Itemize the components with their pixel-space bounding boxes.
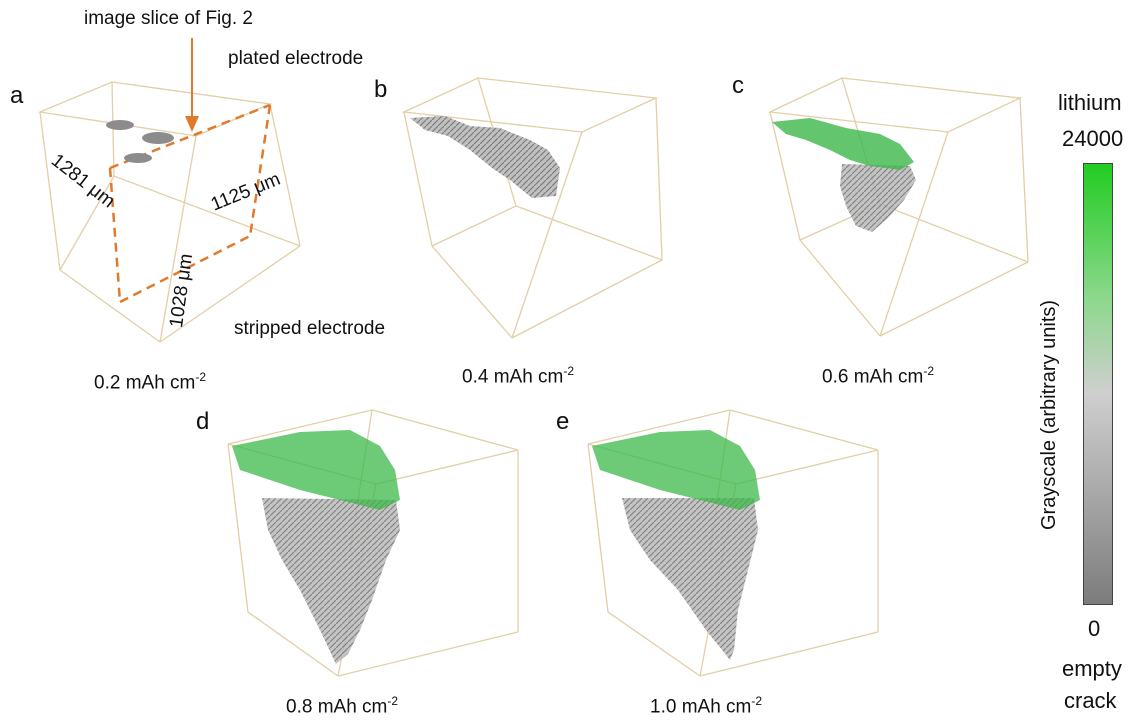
panel-d-deposit-green [232,430,400,510]
colorbar-gradient [1083,163,1113,605]
stripped-electrode-label: stripped electrode [234,318,386,339]
panel-b-deposit [410,116,560,198]
slice-plane-lines [108,103,272,304]
panel-e-deposit-gray [622,498,758,660]
colorbar-axis-title: Grayscale (arbitrary units) [1038,299,1060,530]
panel-letter-e: e [556,408,570,435]
panel-e-deposit-green [592,430,760,510]
colorbar-max-value: 24000 [1062,126,1124,151]
slice-arrow [185,38,199,132]
image-slice-label: image slice of Fig. 2 [84,8,253,29]
caption-c: 0.6 mAh cm-2 [822,364,935,388]
panel-c-deposit-gray [840,164,916,232]
caption-a: 0.2 mAh cm-2 [94,370,207,394]
panel-letter-a: a [10,82,24,109]
colorbar-bottom-label-1: empty [1062,656,1122,681]
caption-b: 0.4 mAh cm-2 [462,364,575,388]
caption-d: 0.8 mAh cm-2 [286,694,399,718]
panel-d-deposit-gray [262,498,400,664]
panel-letter-c: c [732,72,744,99]
panel-c-box [767,77,1029,337]
panel-b-box [401,77,663,339]
colorbar-top-label: lithium [1058,90,1122,115]
plated-electrode-label: plated electrode [228,48,364,69]
caption-e: 1.0 mAh cm-2 [650,694,763,718]
panel-letter-d: d [196,408,210,435]
panel-letter-b: b [374,76,388,103]
colorbar-min-value: 0 [1088,616,1101,641]
panel-a-features [106,120,174,163]
colorbar-bottom-label-2: crack [1064,688,1117,713]
panel-c-deposit-green [772,118,914,170]
